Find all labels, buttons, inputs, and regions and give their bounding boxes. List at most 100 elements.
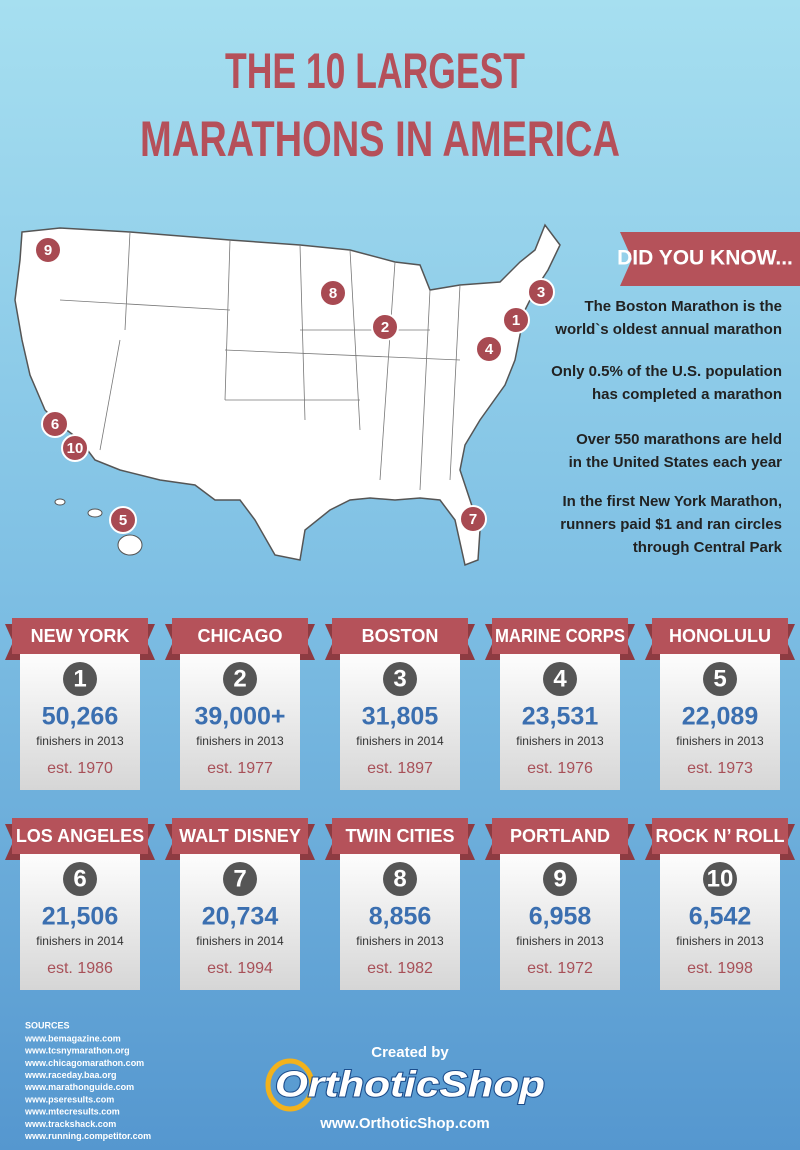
established: est. 1976 — [527, 760, 593, 777]
finishers-label: finishers in 2013 — [196, 734, 284, 748]
finishers-label: finishers in 2013 — [356, 934, 444, 948]
finishers: 39,000+ — [194, 703, 285, 731]
rank-circle — [63, 662, 97, 696]
established: est. 1998 — [687, 960, 753, 977]
marathon-name: LOS ANGELES — [16, 826, 144, 846]
map-marker — [319, 279, 347, 307]
island — [54, 498, 66, 506]
ribbon — [172, 818, 308, 854]
marathon-name: TWIN CITIES — [346, 826, 455, 846]
rank-circle — [703, 662, 737, 696]
established: est. 1994 — [207, 960, 273, 977]
established: est. 1986 — [47, 960, 113, 977]
ribbon — [12, 618, 148, 654]
us-map — [14, 223, 561, 567]
map-marker-label: 6 — [51, 416, 59, 433]
fact-line: world`s oldest annual marathon — [554, 321, 782, 338]
fact-line: The Boston Marathon is the — [584, 298, 782, 315]
logo-ring — [265, 1058, 315, 1112]
finishers: 31,805 — [362, 703, 439, 731]
established: est. 1982 — [367, 960, 433, 977]
source-link: www.marathonguide.com — [24, 1082, 134, 1092]
finishers-label: finishers in 2013 — [676, 734, 764, 748]
source-link: www.mtecresults.com — [24, 1107, 120, 1117]
did-you-know-heading: DID YOU KNOW... — [617, 247, 793, 270]
map-marker — [475, 335, 503, 363]
map-marker — [41, 410, 69, 438]
did-you-know-ribbon: DID YOU KNOW... — [617, 232, 800, 286]
map-marker-label: 9 — [44, 242, 52, 259]
ribbon — [492, 618, 628, 654]
marathon-name: PORTLAND — [510, 826, 610, 846]
finishers: 20,734 — [202, 903, 279, 931]
map-marker-label: 7 — [469, 511, 477, 528]
rank-circle — [543, 662, 577, 696]
title-line: THE 10 LARGEST — [225, 43, 525, 99]
map-marker-label: 3 — [537, 284, 545, 301]
finishers: 23,531 — [522, 703, 599, 731]
map-marker-label: 8 — [329, 285, 337, 302]
source-link: www.pseresults.com — [24, 1094, 114, 1104]
finishers: 22,089 — [682, 703, 758, 731]
map-marker — [34, 236, 62, 264]
finishers: 6,542 — [689, 903, 752, 931]
map-marker-label: 10 — [67, 440, 84, 457]
ribbon — [652, 618, 788, 654]
rank-circle — [703, 862, 737, 896]
fact-line: through Central Park — [633, 539, 783, 556]
ribbon — [332, 818, 468, 854]
marathon-name: NEW YORK — [31, 626, 130, 646]
finishers-label: finishers in 2013 — [676, 934, 764, 948]
title-line: MARATHONS IN AMERICA — [140, 111, 620, 167]
source-link: www.raceday.baa.org — [24, 1070, 117, 1080]
island — [117, 534, 143, 556]
rank: 9 — [553, 865, 566, 892]
rank: 1 — [73, 665, 86, 692]
finishers-label: finishers in 2013 — [516, 734, 604, 748]
rank: 10 — [707, 865, 734, 892]
state-lines — [59, 231, 461, 491]
source-link: www.tcsnymarathon.org — [24, 1046, 130, 1056]
url: www.OrthoticShop.com — [319, 1115, 489, 1132]
map-marker — [371, 313, 399, 341]
source-link: www.bemagazine.com — [24, 1033, 121, 1043]
rank: 3 — [393, 665, 406, 692]
ribbon — [172, 618, 308, 654]
rank: 8 — [393, 865, 406, 892]
finishers-label: finishers in 2014 — [36, 934, 124, 948]
map-marker-label: 5 — [119, 512, 127, 529]
map-marker-label: 2 — [381, 319, 389, 336]
source-link: www.running.competitor.com — [24, 1131, 151, 1141]
map-marker — [502, 306, 530, 334]
rank-circle — [383, 862, 417, 896]
finishers-label: finishers in 2014 — [196, 934, 284, 948]
established: est. 1897 — [367, 760, 433, 777]
finishers-label: finishers in 2014 — [356, 734, 444, 748]
ribbon — [12, 818, 148, 854]
rank: 7 — [233, 865, 246, 892]
fact-line: In the first New York Marathon, — [563, 493, 782, 510]
ribbon — [492, 818, 628, 854]
created-by: Created by — [371, 1044, 449, 1061]
marathon-name: MARINE CORPS — [495, 626, 625, 646]
rank: 5 — [713, 665, 726, 692]
map-marker-label: 1 — [512, 312, 520, 329]
rank-circle — [223, 862, 257, 896]
fact-line: in the United States each year — [569, 454, 783, 471]
map-marker — [109, 506, 137, 534]
rank-circle — [63, 862, 97, 896]
sources-heading: SOURCES — [25, 1020, 70, 1030]
established: est. 1972 — [527, 960, 593, 977]
rank: 6 — [73, 865, 86, 892]
marathon-name: HONOLULU — [669, 626, 771, 646]
finishers: 21,506 — [42, 903, 118, 931]
island — [87, 508, 103, 518]
source-link: www.chicagomarathon.com — [24, 1058, 144, 1068]
rank-circle — [383, 662, 417, 696]
logo: OrthoticShop — [275, 1064, 545, 1105]
established: est. 1977 — [207, 760, 273, 777]
finishers: 6,958 — [529, 903, 592, 931]
rank-circle — [543, 862, 577, 896]
finishers-label: finishers in 2013 — [516, 934, 604, 948]
